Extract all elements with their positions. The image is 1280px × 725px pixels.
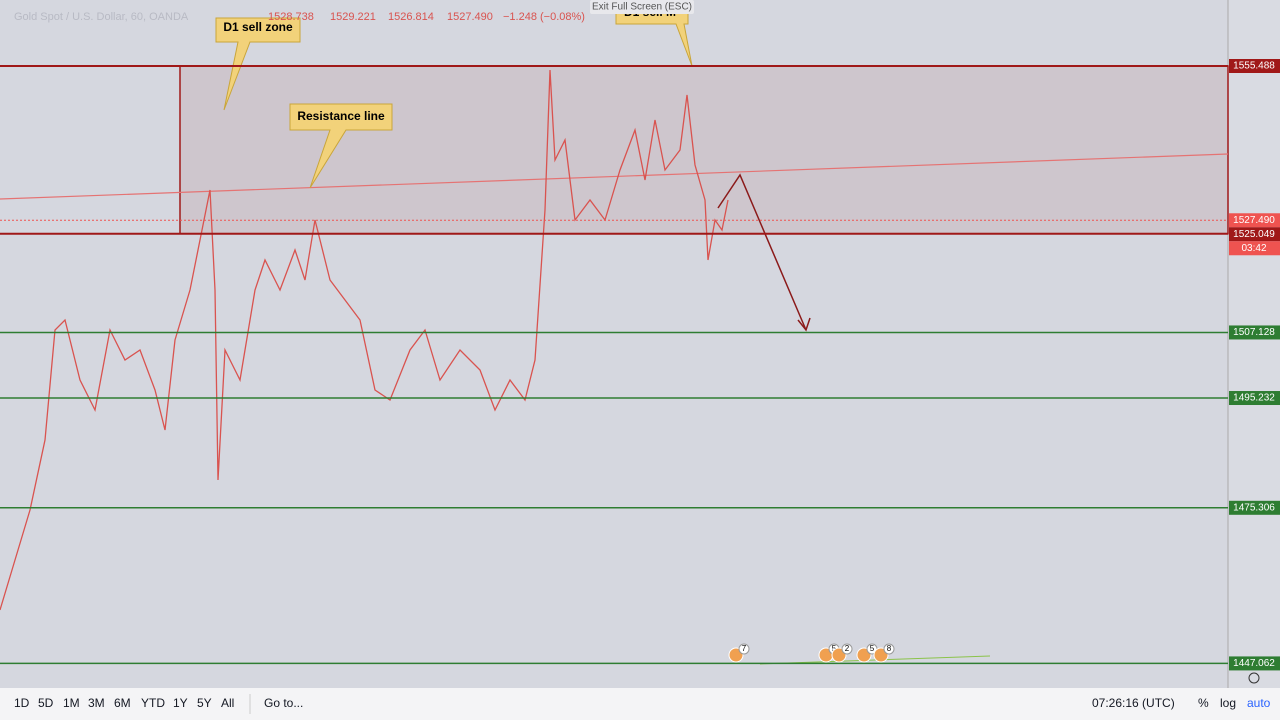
callout: [289, 103, 393, 189]
percent-toggle[interactable]: %: [1198, 696, 1209, 710]
range-button[interactable]: 1Y: [173, 696, 188, 710]
price-label: 1527.490: [1233, 215, 1275, 226]
log-toggle[interactable]: log: [1220, 696, 1236, 710]
goto[interactable]: Go to...: [264, 696, 303, 710]
event-badge: [841, 643, 853, 655]
symbol: Gold Spot / U.S. Dollar, 60, OANDA: [14, 11, 189, 23]
event-badge: [738, 643, 750, 655]
event-count: 7: [742, 644, 747, 653]
chart-background: [0, 0, 1228, 688]
auto-toggle[interactable]: auto: [1247, 696, 1271, 710]
price-label: 1447.062: [1233, 658, 1275, 669]
price-label: 1525.049: [1233, 229, 1275, 240]
ohlc: 1527.490: [447, 11, 493, 23]
callout: [215, 17, 301, 111]
price-label-bg: [1229, 213, 1280, 228]
price-path: [0, 69, 729, 611]
event-count: 5: [870, 644, 875, 653]
range-button[interactable]: 5D: [38, 696, 54, 710]
price-label: 1475.306: [1233, 502, 1275, 513]
range-button[interactable]: YTD: [141, 696, 165, 710]
price-label-bg: [1229, 391, 1280, 406]
range-button[interactable]: All: [221, 696, 234, 710]
sell-zone: [179, 65, 1229, 235]
exit-fullscreen-bg[interactable]: [590, 0, 694, 14]
price-label: 1495.232: [1233, 393, 1275, 404]
range-button[interactable]: 1M: [63, 696, 80, 710]
price-label-bg: [1229, 227, 1280, 242]
ohlc: 1528.738: [268, 11, 314, 23]
price-label-bg: [1229, 241, 1280, 256]
forecast-arrow: [717, 173, 807, 331]
range-button[interactable]: 5Y: [197, 696, 212, 710]
annotation: D1 sell zone: [223, 20, 293, 34]
event-count: 8: [887, 644, 892, 653]
price-label-bg: [1229, 59, 1280, 73]
ohlc: 1529.221: [330, 11, 376, 23]
event-count: 2: [845, 644, 850, 653]
arrow-head: [797, 317, 811, 332]
clock: 07:26:16 (UTC): [1092, 696, 1175, 710]
ohlc: −1.248 (−0.08%): [503, 11, 585, 23]
resistance-line: [0, 153, 1229, 200]
range-button[interactable]: 6M: [114, 696, 131, 710]
toolbar-background: [0, 688, 1280, 720]
range-button[interactable]: 1D: [14, 696, 30, 710]
settings-icon[interactable]: [1248, 672, 1260, 684]
price-label-bg: [1229, 656, 1280, 671]
price-label: 1507.128: [1233, 327, 1275, 338]
event-badge: [883, 643, 895, 655]
ohlc: 1526.814: [388, 11, 434, 23]
price-label: 03:42: [1241, 243, 1266, 254]
indicator-line: [759, 655, 991, 665]
exit-fullscreen[interactable]: Exit Full Screen (ESC): [592, 2, 692, 13]
price-axis-background: [1228, 0, 1280, 688]
annotation: Resistance line: [297, 109, 385, 123]
price-label: 1555.488: [1233, 61, 1275, 72]
range-button[interactable]: 3M: [88, 696, 105, 710]
price-label-bg: [1229, 325, 1280, 340]
price-label-bg: [1229, 500, 1280, 515]
event-count: 5: [832, 644, 837, 653]
